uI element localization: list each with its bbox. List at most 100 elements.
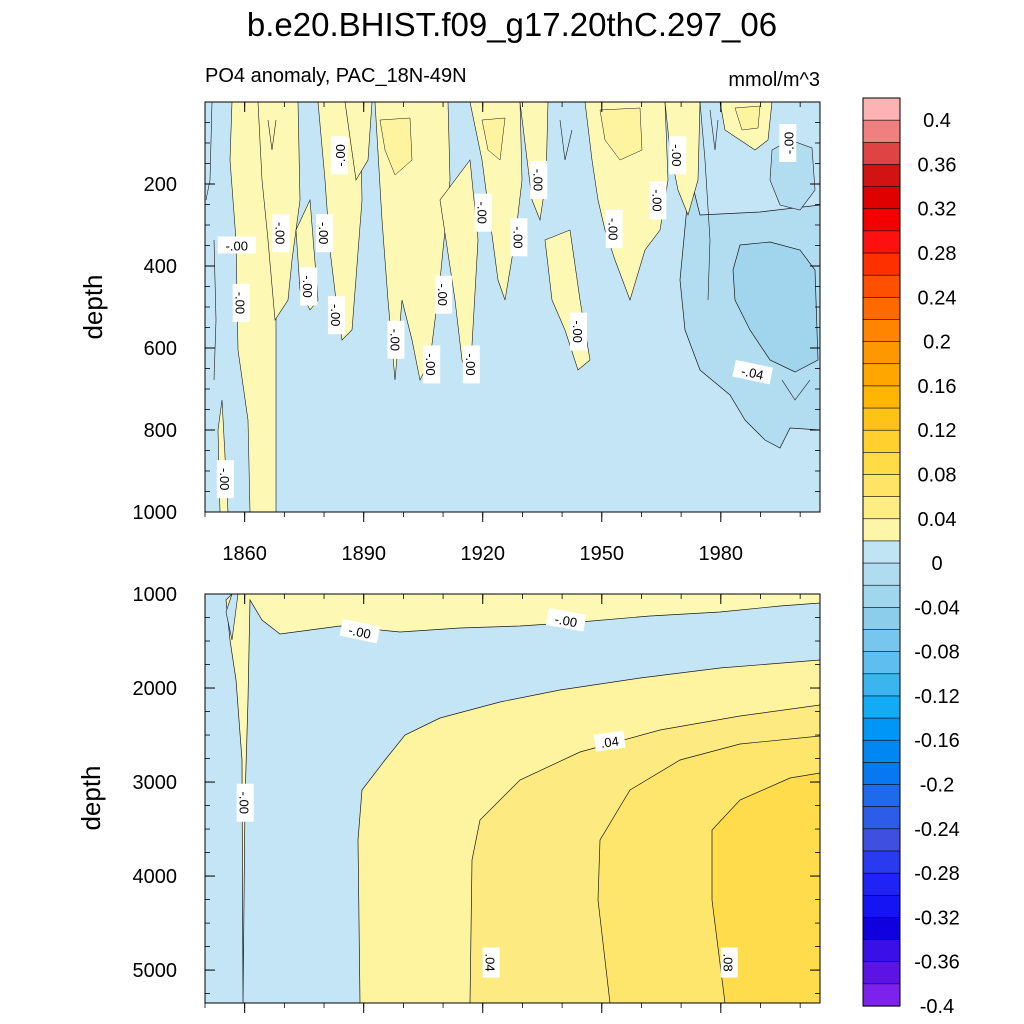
colorbar-swatch [862,363,901,387]
contour-label-text: -.00 [272,222,287,244]
contour-label-bg [569,312,587,351]
contour-label-bg [435,275,453,314]
colorbar-swatch [862,584,901,608]
contour-label-text: .04 [483,954,498,972]
contour-label-bg [482,947,500,978]
colorbar-label: 0.04 [918,509,957,531]
contour-label: -.00 [510,218,528,257]
colorbar-swatch [862,474,901,498]
colorbar-swatch [862,540,901,564]
contour-label: -.00 [423,345,441,384]
contour-label-text: -.00 [554,611,579,630]
contour-label-text: -.04 [740,363,765,382]
colorbar-swatch [862,562,901,586]
contour-label-bg [779,124,797,162]
contour-label-bg [649,181,667,220]
contour-label: -.00 [462,345,480,384]
colorbar-swatch [862,252,901,276]
ytick-label: 3000 [133,772,178,794]
ytick-label: 4000 [133,866,178,888]
contour-label-text: -.00 [300,275,315,297]
contour-label-bg [605,210,623,249]
colorbar-swatch [862,850,901,874]
lower-contour-field [205,594,820,1003]
colorbar-label: -0.16 [914,730,960,752]
colorbar-swatch [862,651,901,675]
contour-label-text: -.00 [530,169,545,191]
contour-label: .08 [720,947,738,978]
ytick-label: 800 [144,420,177,442]
colorbar-swatch [862,917,901,941]
contour-label-bg [423,345,441,384]
contour-label-text: -.00 [226,239,248,254]
contour-label-text: -.00 [387,329,402,351]
colorbar-swatch [862,407,901,431]
upper-contour-labels: -.00 -.00 -.00 -.00 -.00 -.00 -.00 -.00 -.00 -.00… [216,124,797,499]
colorbar-swatch [862,452,901,476]
upper-panel: 200 400 600 800 1000 1860 1890 1920 1950 1980 -.0… [78,101,821,565]
contour-label-text: -.00 [347,622,372,641]
colorbar-swatch [862,828,901,852]
ytick-label: 400 [144,256,177,278]
upper-contour-lines [205,102,811,401]
ytick-label: 200 [144,174,177,196]
contour-label-bg [387,320,405,359]
colorbar-swatch [862,341,901,365]
colorbar-label: 0.16 [918,376,957,398]
colorbar-label: -0.24 [914,819,960,841]
contour-label: -.00 [300,267,318,306]
colorbar-swatch [862,319,901,343]
contour-label-text: -.00 [781,132,796,154]
contour-label-text: -.00 [475,201,490,223]
contour-label-bg [272,214,290,253]
contour-label-text: -.00 [217,468,232,490]
contour-label-bg [462,345,480,384]
colorbar-swatch [862,297,901,321]
ytick-label: 1000 [133,502,178,524]
contour-label: -.00 [232,283,250,322]
contour-label: -.00 [779,124,797,162]
colorbar-label: -0.12 [914,686,960,708]
contour-label-text: -.00 [649,189,664,211]
contour-label-text: -.00 [237,792,252,814]
colorbar-swatch [862,983,901,1007]
colorbar-swatch [862,97,901,121]
contour-label: -.00 [236,783,254,822]
contour-label: -.00 [272,214,290,253]
contour-label-text: -.00 [316,222,331,244]
colorbar-label: 0.08 [918,464,957,486]
colorbar-label: 0.24 [918,287,957,309]
colorbar-label: -0.08 [914,642,960,664]
contour-label-bg [474,193,492,232]
contour-label-text: -.00 [669,144,684,166]
colorbar-swatch [862,274,901,298]
contour-label-bg [327,296,345,335]
contour-label: -.00 [669,136,687,175]
contour-label-bg [316,214,334,253]
contour-label-bg [217,236,256,254]
contour-label-bg [669,136,687,175]
colorbar-swatch [862,762,901,786]
lower-plot-frame [204,593,821,1004]
contour-label-bg [732,359,774,385]
contour-label: .04 [482,947,500,978]
contour-label-bg [300,267,318,306]
contour-label-bg [545,608,587,632]
colorbar-label: -0.28 [914,863,960,885]
colorbar-label: -0.04 [914,597,960,619]
lower-ticks: 1000 2000 3000 4000 5000 [133,584,820,1013]
contour-label-text: -.00 [328,304,343,326]
colorbar-swatch [862,673,901,697]
contour-label: -.00 [327,296,345,335]
chart-title: b.e20.BHIST.f09_g17.20thC.297_06 [247,6,777,43]
xtick-label: 1920 [460,543,505,565]
colorbar-swatch [862,784,901,808]
upper-pos-cores [379,105,761,176]
colorbar-swatch [862,717,901,741]
colorbar-label: -0.2 [920,775,954,797]
upper-ylabel: depth [78,274,108,339]
contour-label-bg [330,136,348,175]
colorbar-label: -0.32 [914,907,960,929]
xtick-label: 1890 [341,543,386,565]
contour-label-text: .08 [721,954,736,972]
